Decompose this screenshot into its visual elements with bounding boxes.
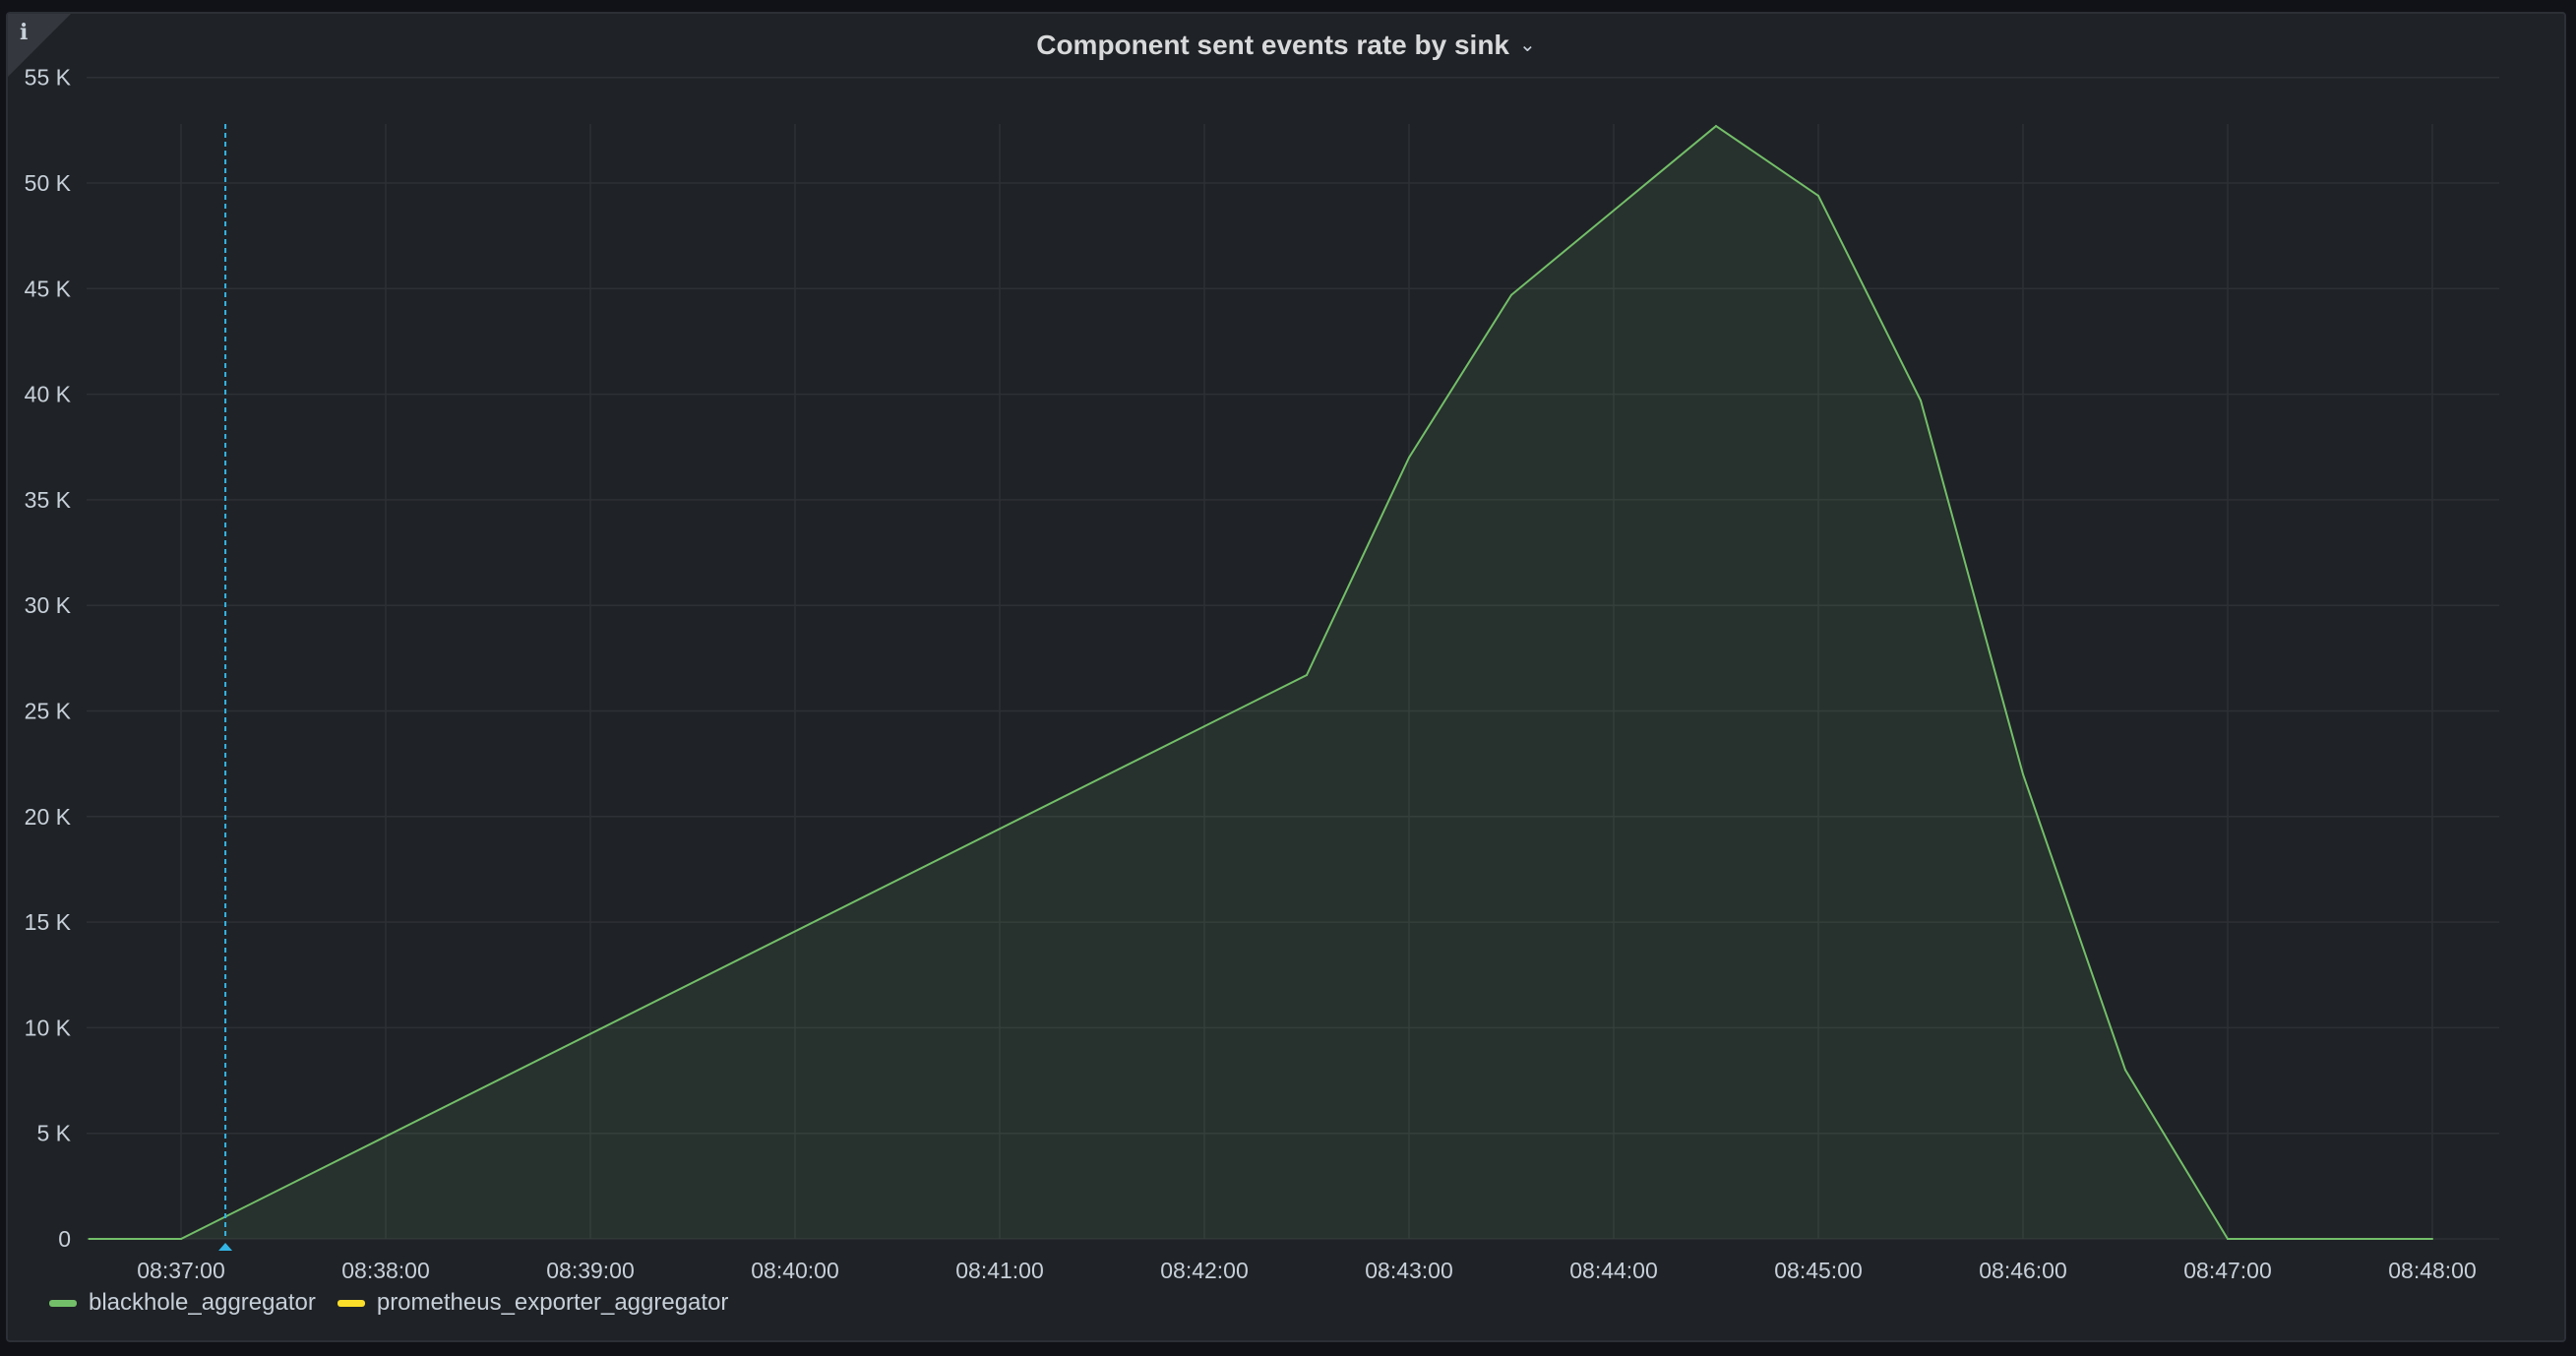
y-tick-label: 35 K <box>25 487 72 513</box>
y-tick-label: 55 K <box>25 65 72 91</box>
x-tick-label: 08:38:00 <box>341 1258 430 1283</box>
data-point <box>1715 125 1717 128</box>
y-tick-label: 20 K <box>25 804 72 830</box>
panel-header[interactable]: Component sent events rate by sink ⌄ <box>8 30 2564 61</box>
legend-swatch <box>337 1299 365 1307</box>
y-tick-label: 50 K <box>25 170 72 196</box>
panel-corner <box>8 14 71 77</box>
data-point <box>88 1238 91 1240</box>
data-point <box>2431 1238 2433 1240</box>
chart-panel: i Component sent events rate by sink ⌄ <box>6 12 2566 1342</box>
x-tick-label: 08:39:00 <box>546 1258 635 1283</box>
y-axis: 0 5 K 10 K 15 K 20 K 25 K 30 K 35 K 40 K 45 K 50 K… <box>25 65 72 1252</box>
x-tick-label: 08:48:00 <box>2388 1258 2477 1283</box>
x-tick-label: 08:41:00 <box>955 1258 1044 1283</box>
legend-swatch <box>49 1299 77 1307</box>
x-tick-label: 08:47:00 <box>2183 1258 2272 1283</box>
cursor-layer <box>218 124 233 1251</box>
x-tick-label: 08:42:00 <box>1160 1258 1249 1283</box>
y-tick-label: 40 K <box>25 382 72 407</box>
chevron-down-icon[interactable]: ⌄ <box>1519 34 1536 56</box>
y-tick-label: 0 <box>58 1226 71 1252</box>
series-line <box>89 124 2432 1240</box>
x-tick-label: 08:37:00 <box>137 1258 225 1283</box>
y-tick-label: 15 K <box>25 909 72 935</box>
data-point <box>1817 194 1819 197</box>
x-tick-label: 08:46:00 <box>1979 1258 2067 1283</box>
y-tick-label: 30 K <box>25 592 72 618</box>
legend-item-blackhole-aggregator[interactable]: blackhole_aggregator <box>49 1289 316 1317</box>
cursor-marker <box>218 1243 233 1251</box>
x-tick-label: 08:40:00 <box>751 1258 839 1283</box>
data-point <box>2227 1238 2229 1240</box>
series-area <box>89 126 2433 1240</box>
legend-item-prometheus-exporter-aggregator[interactable]: prometheus_exporter_aggregator <box>337 1289 729 1317</box>
legend-label: blackhole_aggregator <box>89 1289 316 1316</box>
data-point <box>180 1238 182 1240</box>
series-layer <box>88 124 2433 1240</box>
x-tick-label: 08:45:00 <box>1774 1258 1863 1283</box>
legend-label: prometheus_exporter_aggregator <box>376 1289 729 1316</box>
data-point <box>1408 456 1410 459</box>
data-point <box>2022 772 2024 775</box>
y-tick-label: 10 K <box>25 1015 72 1040</box>
y-tick-label: 5 K <box>36 1121 71 1146</box>
grid <box>87 76 2499 1240</box>
x-axis: 08:37:00 08:38:00 08:39:00 08:40:00 08:41:00… <box>137 1258 2477 1283</box>
data-point <box>1920 400 1922 402</box>
data-point <box>1510 293 1512 296</box>
x-tick-label: 08:43:00 <box>1365 1258 1453 1283</box>
x-tick-label: 08:44:00 <box>1569 1258 1658 1283</box>
data-point <box>1306 674 1308 677</box>
data-point <box>2124 1069 2126 1072</box>
y-tick-label: 45 K <box>25 276 72 301</box>
panel-title[interactable]: Component sent events rate by sink <box>1036 30 1510 60</box>
info-icon[interactable]: i <box>20 20 29 45</box>
legend: blackhole_aggregator prometheus_exporter… <box>49 1289 728 1317</box>
y-tick-label: 25 K <box>25 699 72 724</box>
